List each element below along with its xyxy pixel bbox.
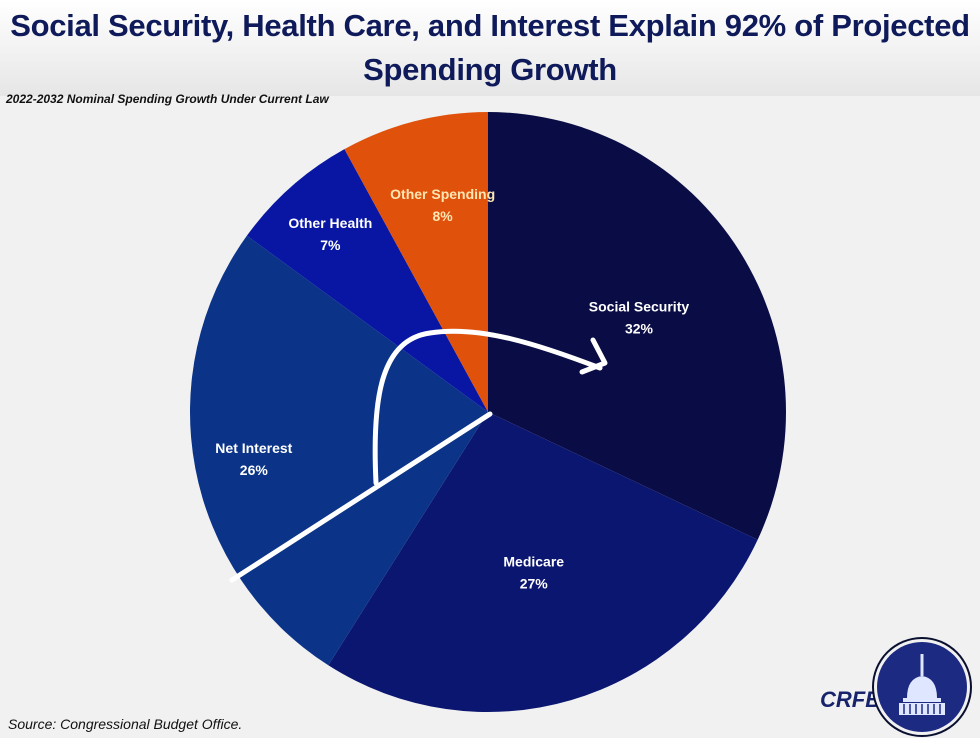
slice-label: Medicare (503, 553, 564, 569)
pie-slice-social-security (488, 112, 787, 540)
chart-subtitle: 2022-2032 Nominal Spending Growth Under … (6, 92, 329, 106)
slice-label: Other Spending (390, 186, 495, 202)
slice-label: Net Interest (215, 440, 292, 456)
slice-label: Social Security (589, 299, 690, 315)
slice-value-label: 7% (320, 237, 341, 253)
pie-slice-medicare (328, 412, 758, 713)
source-note: Source: Congressional Budget Office. (8, 716, 243, 732)
slice-label: Other Health (288, 215, 372, 231)
chart-title: Social Security, Health Care, and Intere… (10, 8, 970, 87)
slice-value-label: 8% (433, 208, 454, 224)
pie-slice-other-spending (344, 112, 488, 412)
slice-value-label: 27% (520, 575, 549, 591)
pie-slices (189, 112, 787, 713)
capitol-dome-icon (899, 654, 945, 715)
annotation-arrowhead (579, 337, 608, 375)
header-band (0, 0, 980, 96)
annotations (229, 328, 608, 583)
pie-labels: Social Security 32% Medicare 27% Net Interes… (215, 186, 689, 592)
slice-value-label: 32% (625, 321, 654, 337)
crfb-seal-logo (877, 642, 967, 732)
annotation-line (229, 411, 493, 583)
annotation-arrow (372, 328, 603, 486)
slice-value-label: 26% (240, 462, 269, 478)
pie-slice-other-health (246, 149, 488, 412)
